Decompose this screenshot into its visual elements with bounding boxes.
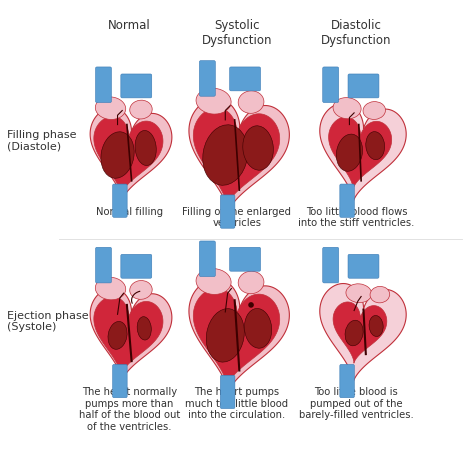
- FancyBboxPatch shape: [96, 67, 111, 102]
- Ellipse shape: [369, 316, 383, 337]
- Text: The heart normally
pumps more than
half of the blood out
of the ventricles.: The heart normally pumps more than half …: [79, 387, 180, 432]
- Text: The heart pumps
much too little blood
into the circulation.: The heart pumps much too little blood in…: [185, 387, 289, 420]
- FancyBboxPatch shape: [96, 247, 111, 283]
- Polygon shape: [90, 108, 172, 201]
- Ellipse shape: [337, 134, 363, 171]
- Polygon shape: [320, 283, 406, 382]
- Polygon shape: [333, 302, 387, 363]
- Polygon shape: [193, 288, 280, 387]
- FancyBboxPatch shape: [229, 247, 261, 271]
- Text: Diastolic
Dysfunction: Diastolic Dysfunction: [321, 19, 392, 47]
- Text: Too little blood is
pumped out of the
barely-filled ventricles.: Too little blood is pumped out of the ba…: [299, 387, 414, 420]
- Ellipse shape: [206, 309, 244, 362]
- Ellipse shape: [238, 91, 264, 113]
- FancyBboxPatch shape: [323, 67, 338, 102]
- FancyBboxPatch shape: [340, 365, 355, 398]
- Ellipse shape: [196, 88, 231, 114]
- Polygon shape: [189, 279, 289, 393]
- FancyBboxPatch shape: [200, 241, 215, 277]
- FancyBboxPatch shape: [348, 255, 379, 278]
- Text: Filling of the enlarged
ventricles: Filling of the enlarged ventricles: [182, 207, 292, 228]
- Ellipse shape: [333, 98, 361, 119]
- Ellipse shape: [101, 132, 134, 178]
- Ellipse shape: [137, 317, 151, 340]
- Text: Filling phase
(Diastole): Filling phase (Diastole): [8, 130, 77, 152]
- FancyBboxPatch shape: [348, 74, 379, 98]
- Text: Too little blood flows
into the stiff ventricles.: Too little blood flows into the stiff ve…: [298, 207, 415, 228]
- Polygon shape: [328, 117, 392, 189]
- Polygon shape: [193, 108, 280, 207]
- Ellipse shape: [130, 100, 152, 119]
- FancyBboxPatch shape: [220, 375, 235, 409]
- FancyBboxPatch shape: [113, 184, 127, 217]
- Ellipse shape: [345, 320, 363, 346]
- Ellipse shape: [346, 284, 372, 302]
- Ellipse shape: [370, 286, 390, 303]
- FancyBboxPatch shape: [200, 61, 215, 96]
- Ellipse shape: [196, 269, 231, 294]
- Polygon shape: [90, 288, 172, 382]
- FancyBboxPatch shape: [121, 74, 152, 98]
- Text: Systolic
Dysfunction: Systolic Dysfunction: [202, 19, 272, 47]
- Polygon shape: [189, 99, 289, 213]
- Ellipse shape: [95, 97, 126, 119]
- Ellipse shape: [238, 271, 264, 294]
- Polygon shape: [94, 116, 163, 195]
- Text: Normal: Normal: [108, 19, 151, 32]
- Text: Ejection phase
(Systole): Ejection phase (Systole): [8, 310, 89, 332]
- Ellipse shape: [248, 302, 254, 308]
- Ellipse shape: [243, 126, 273, 170]
- Ellipse shape: [108, 321, 127, 349]
- Text: Normal filling: Normal filling: [96, 207, 163, 217]
- Ellipse shape: [363, 101, 385, 119]
- Ellipse shape: [95, 277, 126, 300]
- FancyBboxPatch shape: [113, 365, 127, 398]
- FancyBboxPatch shape: [121, 255, 152, 278]
- Ellipse shape: [135, 130, 156, 165]
- Polygon shape: [94, 297, 163, 375]
- FancyBboxPatch shape: [323, 247, 338, 283]
- Ellipse shape: [130, 281, 152, 299]
- Ellipse shape: [203, 125, 248, 185]
- Ellipse shape: [245, 309, 272, 348]
- FancyBboxPatch shape: [229, 67, 261, 91]
- FancyBboxPatch shape: [220, 195, 235, 228]
- Ellipse shape: [366, 132, 384, 160]
- FancyBboxPatch shape: [340, 184, 355, 217]
- Polygon shape: [320, 103, 406, 202]
